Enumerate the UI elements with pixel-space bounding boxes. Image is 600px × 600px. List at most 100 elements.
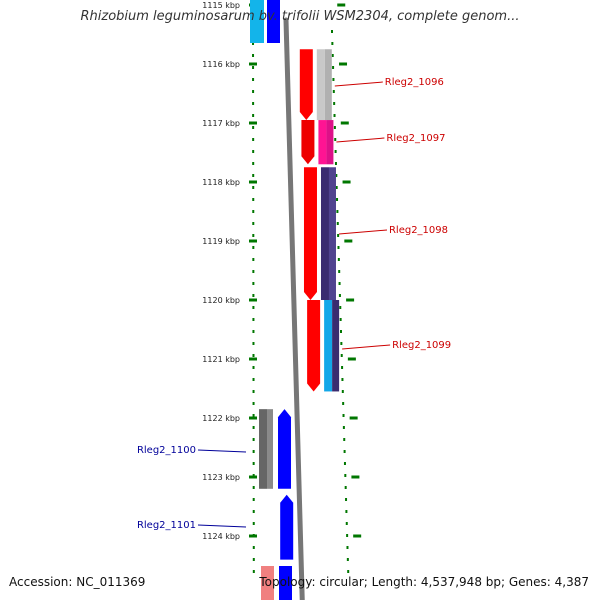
genome-title: Rhizobium leguminosarum bv. trifolii WSM…: [80, 9, 520, 24]
gene-track-rleg2_1098: [320, 167, 329, 300]
ruler-dot-right: [342, 402, 345, 405]
ruler-dot-left: [252, 414, 255, 417]
tick-mark-left: [249, 239, 257, 243]
ruler-dot-left: [252, 558, 255, 561]
ruler-dot-left: [252, 498, 255, 501]
gene-arrow-rleg2_1101: [280, 494, 294, 560]
tick-label: 1117 kbp: [202, 119, 240, 128]
ruler-dot-right: [338, 282, 341, 285]
gene-arrow-rleg2_1099: [307, 300, 321, 392]
ruler-dot-left: [252, 306, 255, 309]
ruler-dot-left: [252, 546, 255, 549]
ruler-dot-right: [337, 258, 340, 261]
gene-track-rleg2_1097: [326, 120, 334, 165]
chromosome-backbone: [283, 17, 305, 600]
tick-mark-right: [342, 180, 351, 184]
tick-label: 1120 kbp: [202, 296, 240, 305]
gene-label-rleg2_1101: Rleg2_1101: [137, 520, 196, 531]
ruler-dot-right: [331, 42, 334, 45]
ruler-dot-left: [252, 282, 255, 285]
ruler-dot-right: [333, 114, 336, 117]
tick-mark-left: [249, 180, 257, 184]
ruler-dot-left: [252, 246, 255, 249]
ruler-dot-left: [252, 90, 255, 93]
ruler-dot-left: [252, 102, 255, 105]
leader-line-rleg2_1100: [197, 449, 247, 453]
ruler-dot-left: [252, 174, 255, 177]
ruler-dot-right: [347, 570, 350, 573]
tick-label: 1122 kbp: [202, 414, 240, 423]
tick-mark-right: [337, 3, 346, 7]
gene-track-rleg2_1096: [316, 49, 325, 121]
ruler-dot-left: [252, 450, 255, 453]
tick-mark-right: [339, 62, 348, 66]
gene-track-rleg2_1099: [324, 300, 333, 392]
tick-mark-right: [347, 357, 356, 361]
ruler-dot-right: [335, 174, 338, 177]
ruler-dot-right: [345, 522, 348, 525]
ruler-dot-right: [333, 102, 336, 105]
ruler-dot-right: [341, 378, 344, 381]
ruler-dot-right: [338, 270, 341, 273]
ruler-dot-right: [340, 342, 343, 345]
ruler-dot-left: [252, 390, 255, 393]
ruler-dot-left: [252, 270, 255, 273]
partial-gene-top-track: [250, 0, 264, 43]
tick-label: 1116 kbp: [202, 60, 240, 69]
tick-label: 1121 kbp: [202, 355, 240, 364]
gene-label-rleg2_1098: Rleg2_1098: [389, 225, 448, 236]
ruler-dot-left: [252, 54, 255, 57]
ruler-dot-right: [332, 90, 335, 93]
ruler-dot-right: [339, 318, 342, 321]
ruler-dot-right: [333, 126, 336, 129]
gene-track-rleg2_1100: [259, 409, 268, 489]
ruler-dot-left: [252, 126, 255, 129]
tick-mark-left: [249, 298, 257, 302]
ruler-dot-right: [346, 558, 349, 561]
ruler-dot-left: [252, 342, 255, 345]
ruler-dot-left: [252, 438, 255, 441]
genome-stats-text: Topology: circular; Length: 4,537,948 bp…: [259, 575, 589, 589]
ruler-dot-right: [340, 354, 343, 357]
ruler-dot-right: [332, 78, 335, 81]
tick-mark-right: [344, 239, 353, 243]
gene-track-rleg2_1100: [267, 409, 274, 489]
ruler-dot-right: [346, 534, 349, 537]
ruler-dot-right: [341, 390, 344, 393]
ruler-dot-left: [252, 486, 255, 489]
gene-arrow-rleg2_1096: [299, 49, 313, 121]
accession-text: Accession: NC_011369: [9, 575, 146, 589]
ruler-dot-right: [344, 474, 347, 477]
ruler-dot-left: [252, 378, 255, 381]
ruler-dot-left: [252, 402, 255, 405]
ruler-dot-left: [252, 150, 255, 153]
ruler-dot-right: [343, 462, 346, 465]
ruler-dot-right: [337, 234, 340, 237]
ruler-dot-right: [345, 498, 348, 501]
tick-mark-left: [249, 416, 257, 420]
tick-mark-left: [249, 357, 257, 361]
ruler-dot-right: [337, 246, 340, 249]
ruler-dot-left: [252, 462, 255, 465]
ruler-dot-right: [338, 294, 341, 297]
gene-arrow-rleg2_1098: [303, 167, 317, 300]
ruler-dot-left: [252, 138, 255, 141]
ruler-dot-left: [252, 198, 255, 201]
tick-mark-left: [249, 475, 257, 479]
partial-gene-top-arrow: [267, 0, 280, 43]
tick-mark-right: [351, 475, 360, 479]
ruler-dot-left: [252, 114, 255, 117]
gene-track-rleg2_1098: [328, 167, 336, 300]
ruler-dot-right: [336, 210, 339, 213]
partial-gene-bottom-arrow: [279, 566, 292, 600]
ruler-dot-right: [343, 450, 346, 453]
ruler-dot-right: [334, 138, 337, 141]
ruler-dot-left: [252, 78, 255, 81]
ruler-dot-right: [336, 222, 339, 225]
ruler-dot-left: [252, 354, 255, 357]
ruler-dot-left: [252, 258, 255, 261]
gene-arrow-rleg2_1097: [301, 120, 315, 165]
leader-line-rleg2_1096: [334, 81, 383, 87]
ruler-dot-left: [252, 234, 255, 237]
